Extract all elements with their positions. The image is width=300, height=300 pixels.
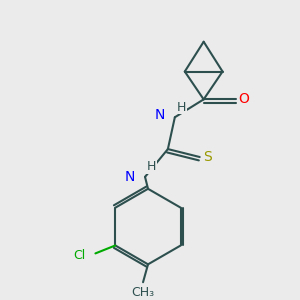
- Text: Cl: Cl: [73, 249, 86, 262]
- Text: N: N: [154, 108, 165, 122]
- Text: N: N: [125, 170, 135, 184]
- Text: CH₃: CH₃: [131, 286, 154, 299]
- Text: O: O: [238, 92, 249, 106]
- Text: S: S: [203, 150, 212, 164]
- Text: H: H: [147, 160, 156, 173]
- Text: H: H: [177, 101, 186, 114]
